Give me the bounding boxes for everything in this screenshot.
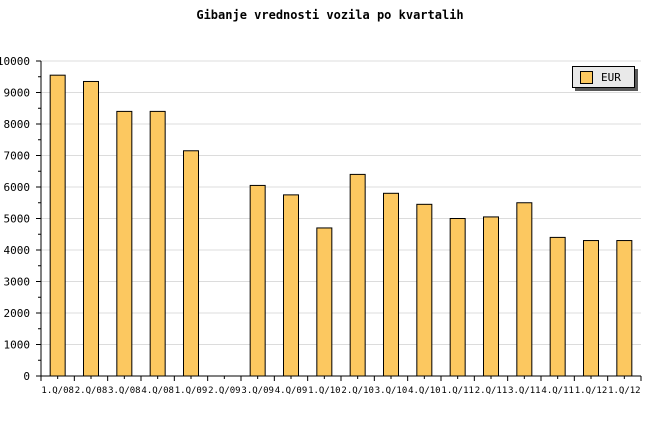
x-tick-label: 3.Q/10 bbox=[375, 386, 408, 396]
bar bbox=[83, 80, 99, 377]
bar bbox=[349, 173, 366, 377]
legend-label-eur: EUR bbox=[601, 70, 621, 84]
x-tick-label: 3.Q/11 bbox=[508, 386, 541, 396]
y-tick-label: 5000 bbox=[4, 213, 31, 226]
x-tick-label: 1.Q/12 bbox=[575, 386, 608, 396]
bar bbox=[49, 74, 66, 377]
x-tick-label: 2.Q/08 bbox=[75, 386, 108, 396]
bar bbox=[516, 202, 533, 377]
y-tick-label: 2000 bbox=[4, 307, 31, 320]
x-tick-label: 4.Q/11 bbox=[541, 386, 574, 396]
legend-box: EUR bbox=[572, 66, 635, 88]
bar bbox=[583, 240, 599, 377]
y-tick-label: 7000 bbox=[4, 150, 31, 163]
y-tick-label: 3000 bbox=[4, 276, 31, 289]
bar bbox=[416, 203, 433, 377]
bar bbox=[149, 110, 166, 377]
bar bbox=[616, 240, 633, 377]
x-tick-label: 1.Q/12 bbox=[608, 386, 641, 396]
x-tick-label: 3.Q/09 bbox=[241, 386, 274, 396]
x-tick-label: 4.Q/08 bbox=[141, 386, 174, 396]
bar bbox=[249, 184, 266, 377]
x-tick-label: 4.Q/09 bbox=[275, 386, 308, 396]
bar bbox=[483, 216, 499, 377]
x-tick-label: 1.Q/08 bbox=[41, 386, 74, 396]
bar bbox=[183, 150, 199, 377]
legend-swatch-eur bbox=[580, 70, 593, 84]
x-tick-label: 3.Q/08 bbox=[108, 386, 141, 396]
bar bbox=[383, 192, 399, 377]
x-tick-label: 4.Q/10 bbox=[408, 386, 441, 396]
bar bbox=[549, 236, 566, 377]
y-tick-label: 6000 bbox=[4, 181, 31, 194]
y-tick-label: 4000 bbox=[4, 244, 31, 257]
bar bbox=[449, 218, 466, 377]
x-tick-label: 2.Q/09 bbox=[208, 386, 241, 396]
y-tick-label: 8000 bbox=[4, 118, 31, 131]
bar bbox=[283, 194, 299, 377]
bar bbox=[316, 227, 333, 377]
x-tick-label: 2.Q/11 bbox=[475, 386, 508, 396]
x-tick-label: 1.Q/11 bbox=[441, 386, 474, 396]
x-tick-label: 1.Q/10 bbox=[308, 386, 341, 396]
x-tick-label: 1.Q/09 bbox=[175, 386, 208, 396]
bar bbox=[116, 110, 133, 377]
y-tick-label: 0 bbox=[23, 370, 30, 383]
y-tick-label: 10000 bbox=[0, 55, 30, 68]
y-tick-label: 9000 bbox=[4, 87, 31, 100]
y-tick-label: 1000 bbox=[4, 339, 31, 352]
chart-title: Gibanje vrednosti vozila po kvartalih bbox=[196, 8, 464, 22]
x-tick-label: 2.Q/10 bbox=[341, 386, 374, 396]
